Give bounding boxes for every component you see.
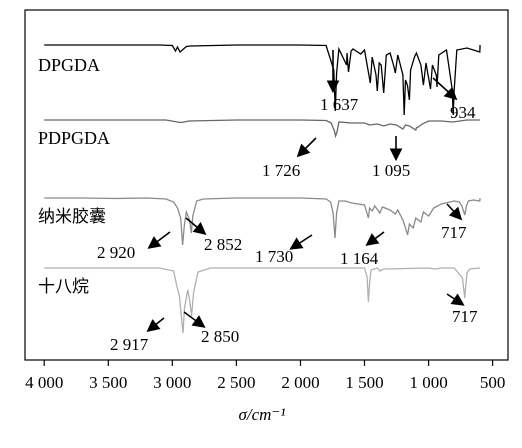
series-label-1: PDPGDA bbox=[38, 128, 110, 148]
series-label-3: 十八烷 bbox=[38, 277, 89, 297]
x-axis-label: σ/cm⁻¹ bbox=[239, 405, 286, 424]
annotation-label-2: 1 726 bbox=[262, 161, 300, 180]
annotation-label-7: 1 164 bbox=[340, 249, 379, 268]
annotation-label-11: 717 bbox=[452, 307, 478, 326]
annotation-layer: 1 637 934 1 726 1 095 2 920 2 852 1 730 1 164 71… bbox=[97, 50, 478, 354]
annotation-label-10: 2 850 bbox=[201, 327, 239, 346]
annotation-arrow-8 bbox=[446, 203, 463, 221]
series-line-0 bbox=[44, 44, 481, 116]
series-line-3 bbox=[44, 267, 481, 334]
annotation-arrow-2 bbox=[296, 137, 317, 158]
annotation-label-4: 2 920 bbox=[97, 243, 135, 262]
annotation-label-3: 1 095 bbox=[372, 161, 410, 180]
annotation-arrow-9 bbox=[146, 317, 165, 332]
annotation-label-9: 2 917 bbox=[110, 335, 149, 354]
x-tick-label-2: 3 000 bbox=[153, 373, 191, 392]
x-tick-label-6: 1 000 bbox=[409, 373, 447, 392]
annotation-arrow-7 bbox=[365, 231, 385, 246]
annotation-arrow-4 bbox=[147, 231, 171, 249]
annotation-arrow-10 bbox=[183, 311, 206, 328]
annotation-label-5: 2 852 bbox=[204, 235, 242, 254]
annotation-arrow-6 bbox=[289, 234, 313, 250]
x-tick-label-5: 1 500 bbox=[345, 373, 383, 392]
x-axis: 4 000 3 500 3 000 2 500 2 000 1 500 1 000 500 bbox=[25, 360, 505, 392]
x-tick-label-3: 2 500 bbox=[217, 373, 255, 392]
annotation-arrow-11 bbox=[446, 293, 465, 306]
annotation-label-0: 1 637 bbox=[320, 95, 359, 114]
x-tick-label-1: 3 500 bbox=[89, 373, 127, 392]
x-tick-label-4: 2 000 bbox=[281, 373, 319, 392]
annotation-arrow-5 bbox=[185, 217, 207, 236]
x-tick-label-7: 500 bbox=[480, 373, 506, 392]
series-label-2: 纳米胶囊 bbox=[38, 207, 106, 227]
annotation-arrow-1 bbox=[432, 77, 458, 101]
annotation-label-8: 717 bbox=[441, 223, 467, 242]
series-line-1 bbox=[44, 119, 480, 139]
annotation-label-6: 1 730 bbox=[255, 247, 293, 266]
plot-frame bbox=[24, 9, 509, 361]
annotation-label-1: 934 bbox=[450, 103, 476, 122]
x-tick-label-0: 4 000 bbox=[25, 373, 63, 392]
series-label-0: DPGDA bbox=[38, 55, 100, 75]
series-line-2 bbox=[44, 197, 481, 246]
